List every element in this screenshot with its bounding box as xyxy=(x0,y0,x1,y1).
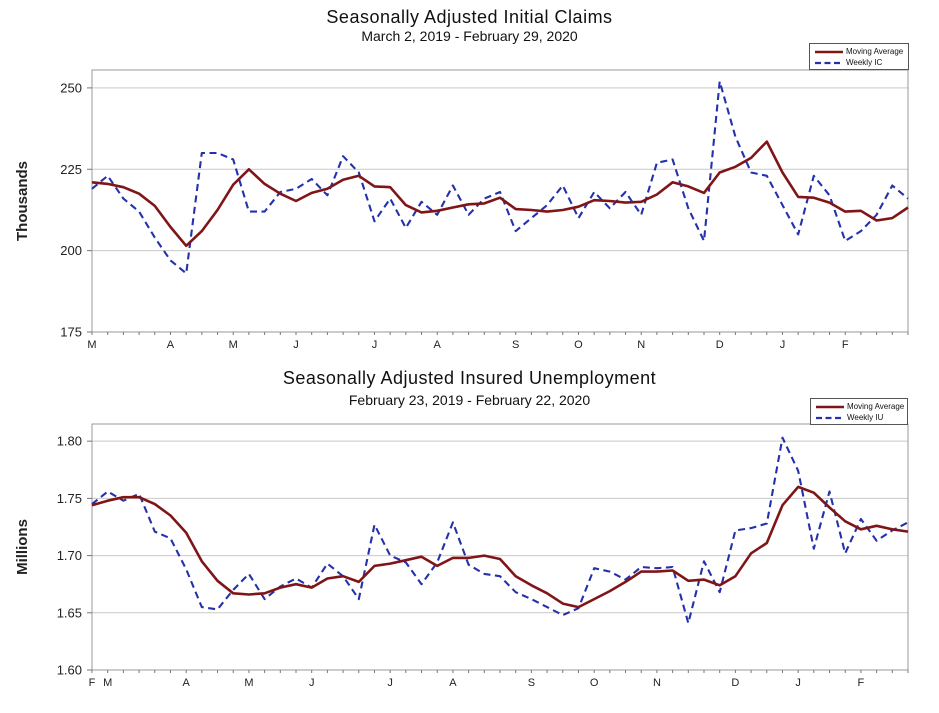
x-month-label: O xyxy=(574,339,583,351)
series-line-weekly-ic xyxy=(91,80,909,275)
legend: Moving Average Weekly IU xyxy=(810,398,908,425)
x-month-label: D xyxy=(731,677,739,689)
legend: Moving Average Weekly IC xyxy=(809,43,909,70)
y-tick-label: 200 xyxy=(60,243,82,258)
x-month-label: F xyxy=(89,677,96,689)
chart-title: Seasonally Adjusted Insured Unemployment xyxy=(282,368,657,388)
legend-label: Weekly IU xyxy=(847,413,884,422)
x-month-label: S xyxy=(512,339,519,351)
initial-claims-plot: 175 200 225 250 Thousands M A M J J A S O N D J F xyxy=(14,69,909,351)
series-line-moving-average xyxy=(91,485,909,609)
legend-item-moving-average: Moving Average xyxy=(814,46,904,57)
y-tick-label: 1.60 xyxy=(57,663,82,678)
y-tick-label: 1.65 xyxy=(57,605,82,620)
y-tick-label: 1.70 xyxy=(57,548,82,563)
x-month-label: F xyxy=(858,677,865,689)
x-month-label: M xyxy=(87,339,96,351)
weekly-ic-line-icon xyxy=(815,61,843,64)
x-month-label: M xyxy=(103,677,112,689)
moving-average-line-icon xyxy=(816,405,844,408)
series-line-moving-average xyxy=(91,140,909,248)
x-month-label: J xyxy=(795,677,801,689)
x-month-label: J xyxy=(387,677,393,689)
x-month-label: A xyxy=(182,677,190,689)
legend-label: Weekly IC xyxy=(846,58,883,67)
y-tick-label: 250 xyxy=(60,80,82,95)
x-month-label: N xyxy=(637,339,645,351)
initial-claims-chart: Seasonally Adjusted Initial Claims March… xyxy=(14,7,909,351)
series-line-weekly-iu xyxy=(91,436,909,625)
x-month-label: M xyxy=(229,339,238,351)
x-month-label: J xyxy=(293,339,299,351)
x-month-label: J xyxy=(372,339,378,351)
legend-label: Moving Average xyxy=(847,402,905,411)
weekly-iu-line-icon xyxy=(816,416,844,419)
y-tick-label: 175 xyxy=(60,325,82,340)
y-axis-label: Thousands xyxy=(14,161,31,241)
chart-subtitle: March 2, 2019 - February 29, 2020 xyxy=(361,28,578,44)
x-month-label: J xyxy=(780,339,786,351)
x-month-label: M xyxy=(244,677,253,689)
x-month-label: N xyxy=(653,677,661,689)
x-month-label: A xyxy=(167,339,175,351)
chart-subtitle: February 23, 2019 - February 22, 2020 xyxy=(348,392,591,408)
moving-average-line-icon xyxy=(815,50,843,53)
x-month-label: A xyxy=(449,677,457,689)
x-month-label: S xyxy=(528,677,535,689)
legend-item-moving-average: Moving Average xyxy=(815,401,905,412)
x-month-label: A xyxy=(434,339,442,351)
legend-item-weekly-iu: Weekly IU xyxy=(815,412,903,423)
x-month-label: O xyxy=(590,677,599,689)
x-month-label: D xyxy=(716,339,724,351)
x-month-label: F xyxy=(842,339,849,351)
plot-frame xyxy=(91,69,909,333)
x-month-label: J xyxy=(309,677,315,689)
y-axis-label: Millions xyxy=(14,519,31,575)
y-tick-label: 1.75 xyxy=(57,491,82,506)
y-tick-label: 1.80 xyxy=(57,434,82,449)
legend-item-weekly-ic: Weekly IC xyxy=(814,57,904,68)
plot-frame xyxy=(91,423,909,671)
legend-label: Moving Average xyxy=(846,47,904,56)
y-tick-label: 225 xyxy=(60,162,82,177)
insured-unemployment-chart: Seasonally Adjusted Insured Unemployment… xyxy=(0,360,939,713)
chart-title: Seasonally Adjusted Initial Claims xyxy=(326,7,613,27)
